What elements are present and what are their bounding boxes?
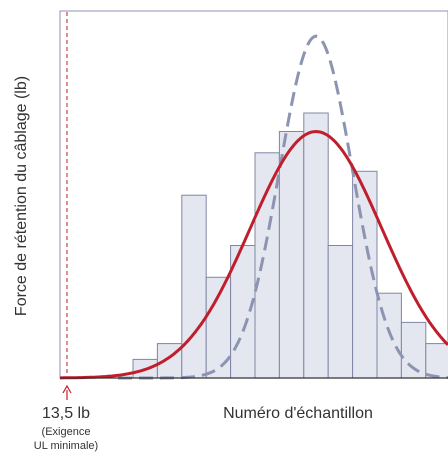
histogram-bar — [205, 276, 232, 379]
histogram-bars — [132, 112, 448, 379]
marker-arrow-head — [62, 384, 72, 394]
marker-note-line2: UL minimale) — [34, 440, 98, 452]
histogram-bar — [425, 343, 448, 379]
histogram-bar — [278, 131, 305, 379]
histogram-bar — [181, 194, 207, 379]
histogram-bar — [327, 245, 354, 379]
marker-value-label: 13,5 lb — [42, 405, 90, 422]
histogram-bar — [303, 112, 329, 379]
plot-area — [59, 10, 448, 380]
y-axis-label: Force de rétention du câblage (lb) — [13, 76, 30, 316]
x-axis-label: Numéro d'échantillon — [223, 405, 373, 422]
marker-annotation: 13,5 lb (Exigence UL minimale) — [34, 384, 98, 452]
solid-normal-curve — [60, 129, 448, 380]
marker-note-line1: (Exigence — [42, 426, 91, 438]
